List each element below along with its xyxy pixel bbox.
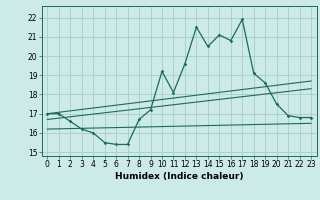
X-axis label: Humidex (Indice chaleur): Humidex (Indice chaleur) xyxy=(115,172,244,181)
